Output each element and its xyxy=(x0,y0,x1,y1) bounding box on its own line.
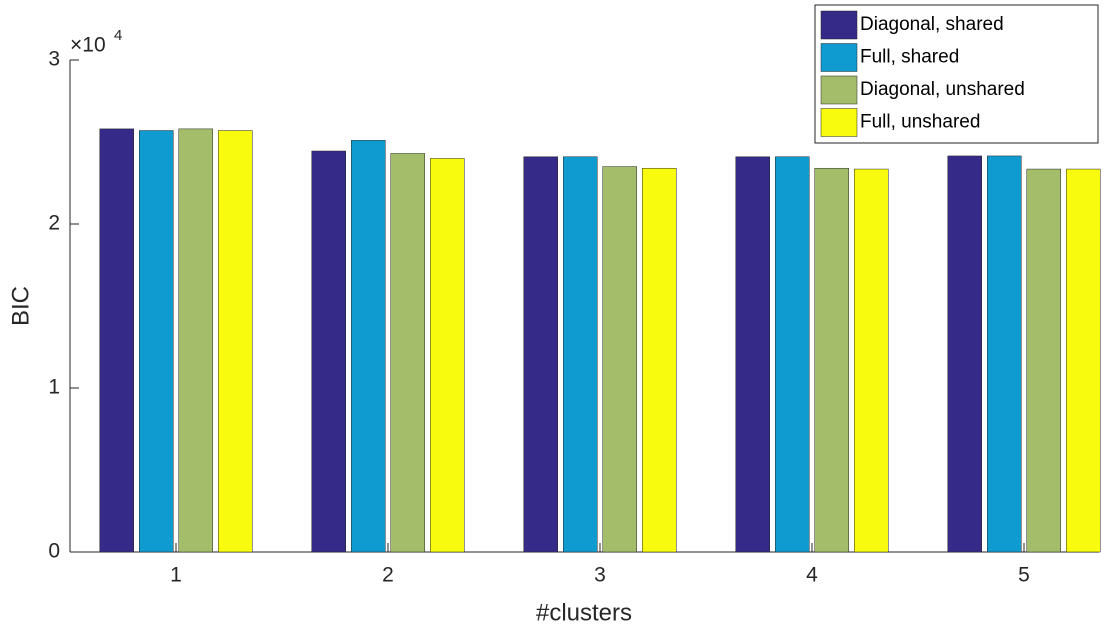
bar xyxy=(139,130,174,553)
y-scale-exponent: 4 xyxy=(114,27,122,44)
legend-swatch xyxy=(820,75,858,105)
y-axis-label: BIC xyxy=(7,286,34,326)
y-tick-label: 3 xyxy=(48,48,60,71)
bar xyxy=(814,167,849,553)
y-tick-label: 2 xyxy=(48,212,60,235)
x-axis-label: #clusters xyxy=(536,599,632,626)
bar xyxy=(430,158,465,553)
bar xyxy=(735,156,770,553)
bar xyxy=(99,128,134,553)
legend-swatch xyxy=(820,10,858,40)
bar xyxy=(218,130,253,553)
x-tick-label: 1 xyxy=(170,564,182,587)
bar xyxy=(351,140,386,553)
bar xyxy=(1066,168,1101,553)
bar xyxy=(642,167,677,553)
bar xyxy=(1026,168,1061,553)
bar xyxy=(311,150,346,553)
bar xyxy=(987,155,1022,553)
x-tick-label: 2 xyxy=(382,564,394,587)
x-tick-label: 5 xyxy=(1018,564,1030,587)
legend-label: Diagonal, unshared xyxy=(860,79,1025,100)
y-tick-label: 0 xyxy=(48,540,60,563)
legend-label: Full, shared xyxy=(860,47,959,68)
legend-label: Full, unshared xyxy=(860,112,980,133)
bar xyxy=(947,155,982,553)
y-scale-base: ×10 xyxy=(70,34,106,57)
bar xyxy=(602,166,637,553)
bar xyxy=(523,156,558,553)
x-tick-label: 3 xyxy=(594,564,606,587)
bar xyxy=(178,128,213,553)
legend-swatch xyxy=(820,108,858,137)
legend-box xyxy=(814,4,1099,144)
legend-label: Diagonal, shared xyxy=(860,14,1004,35)
bar xyxy=(563,156,598,553)
legend-swatch xyxy=(820,43,858,72)
x-tick-label: 4 xyxy=(806,564,818,587)
bar xyxy=(854,168,889,553)
bar xyxy=(775,156,810,553)
bar xyxy=(390,153,425,553)
y-tick-label: 1 xyxy=(48,376,60,399)
